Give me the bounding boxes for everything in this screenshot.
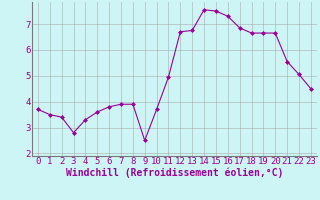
X-axis label: Windchill (Refroidissement éolien,°C): Windchill (Refroidissement éolien,°C) [66, 168, 283, 178]
